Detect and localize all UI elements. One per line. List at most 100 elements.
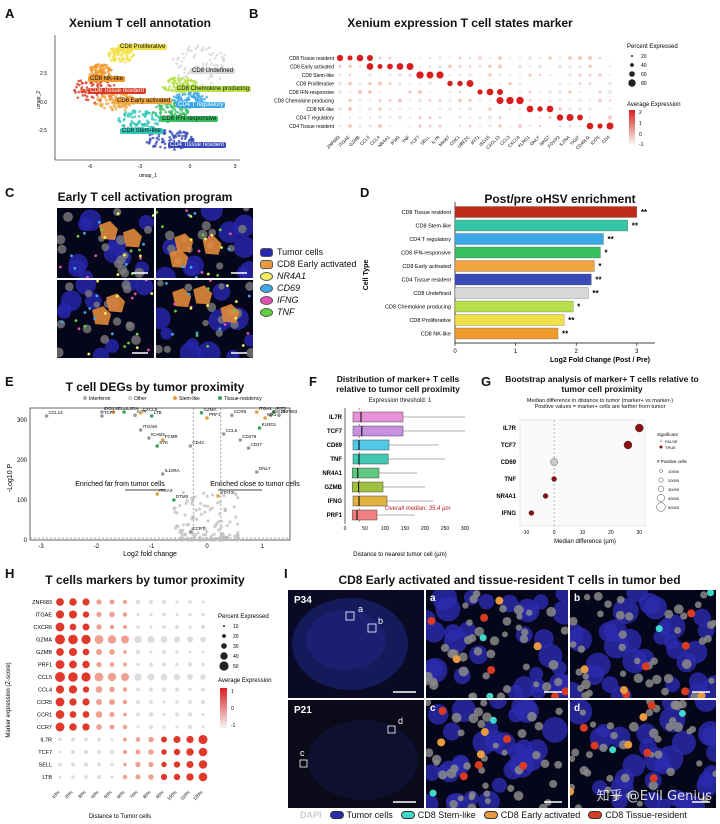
dotplot-h-dot — [162, 650, 166, 654]
volcano-legend-label: Interferon — [89, 396, 111, 402]
umap-cluster-label: CD8 Tissue resident — [88, 88, 147, 94]
dotplot-h-dot — [56, 648, 64, 656]
dotplot-dot — [598, 98, 602, 103]
dotplot-dot — [528, 73, 532, 77]
legend-sig-dot — [659, 445, 663, 449]
dotplot-dot — [448, 64, 452, 69]
bar — [454, 219, 628, 232]
dotplot-dot — [429, 91, 431, 93]
dotplot-dot — [598, 56, 602, 60]
boxplot-xlabel: Distance to nearest tumor cell (µm) — [353, 552, 447, 558]
legend-text: CD69 — [277, 283, 301, 293]
box-xtick: 200 — [421, 526, 430, 532]
dotplot-dot — [339, 99, 341, 102]
dotplot-dot — [479, 74, 481, 76]
bar-significance: * — [604, 248, 608, 257]
dotplot-h-dot — [96, 724, 102, 730]
volcano-gene-point — [155, 492, 160, 496]
dotplot-dot — [368, 116, 372, 119]
umap-xtick: 0 — [189, 164, 192, 170]
volcano-gene-point — [138, 411, 143, 415]
dotplot-h-dot — [83, 749, 89, 755]
volcano-gene-label: PRF1 — [209, 412, 221, 417]
umap-ytick: 0.0 — [40, 100, 47, 106]
bar-category-label: CD8 Tissue resident — [401, 210, 451, 216]
overview-p34: P34 a b — [288, 590, 424, 698]
panel-b-label: B — [249, 6, 259, 21]
dotplot-gene-label: IL7R — [430, 134, 441, 145]
panel-d: D Post/pre oHSV enrichment Cell Type Log… — [360, 180, 720, 368]
dotplot-dot — [338, 65, 342, 68]
dotplot-dot — [518, 73, 522, 77]
volcano-gene-label: SELL — [115, 406, 127, 411]
umap-cluster-label: CD8 NK-like — [88, 76, 126, 82]
panel-c: C Early T cell activation program Tumor … — [0, 180, 360, 368]
dotplot-dot — [388, 99, 392, 102]
dotplot-h-bin-label: 70% — [129, 790, 139, 800]
dotplot-h-dot — [161, 749, 167, 755]
dotplot-dot — [458, 98, 462, 103]
panel-e-label: E — [5, 374, 14, 389]
dotplot-dot — [587, 55, 593, 61]
bar-significance: ** — [641, 208, 648, 217]
dotplot-dot — [378, 99, 382, 102]
dotplot-h-dot — [56, 598, 64, 606]
panel-g-title: Bootstrap analysis of marker+ T cells re… — [505, 374, 699, 394]
dotplot-h-dot — [188, 600, 192, 604]
panel-e: E T cell DEGs by tumor proximity -Log10 … — [0, 368, 305, 560]
dotplot-dot — [478, 124, 482, 128]
dotplot-dot — [398, 98, 402, 103]
dotplot-dot — [599, 116, 601, 119]
dotplot-dot — [538, 56, 542, 60]
dotplot-h-dot — [82, 598, 90, 606]
dotplot-dot — [608, 81, 612, 86]
dotplot-h-dot — [110, 762, 114, 767]
dotplot-h-dot — [200, 624, 206, 630]
legend-text: CD8 Early activated — [277, 259, 357, 269]
inset-c: c — [426, 700, 568, 808]
bootstrap-point — [623, 440, 633, 450]
legend-swatch — [588, 811, 603, 819]
dotplot-dot — [418, 124, 422, 128]
legend-h-pct-title: Percent Expressed — [218, 614, 269, 620]
legend-swatch — [260, 271, 273, 281]
dotplot-dot — [558, 90, 562, 94]
inset-label: a — [430, 593, 436, 604]
dotplot-dot — [409, 125, 411, 127]
dotplot-row-label: CD8 Stem-like — [302, 73, 334, 79]
dotplot-h-dot — [68, 672, 78, 682]
dotplot-h-dot — [107, 635, 117, 644]
volcano-gene-point — [199, 411, 204, 415]
volcano-gene-point — [149, 414, 154, 418]
dotplot-dot — [439, 82, 441, 85]
umap-xlabel: umap_1 — [139, 173, 157, 179]
dotplot-dot — [608, 73, 612, 77]
dotplot-h-dot — [71, 750, 75, 754]
dotplot-dot — [538, 73, 542, 77]
volcano-legend-dot — [173, 396, 177, 400]
dotplot-dot — [416, 71, 424, 79]
dotplot-h-bin-label: 120% — [192, 790, 204, 802]
legend-swatch — [260, 295, 273, 305]
legend-text: IFNG — [277, 295, 299, 305]
dotplot-h-dot — [147, 673, 155, 681]
legend-swatch — [329, 811, 344, 819]
volcano-gene-point — [147, 436, 151, 440]
dotplot-h-dot — [97, 737, 101, 742]
dotplot-dot — [368, 124, 372, 128]
legend-size-label: 60 — [641, 72, 647, 78]
dotplot-dot — [468, 124, 472, 128]
legend-n-label: 10000 — [668, 469, 680, 474]
dotplot-dot — [338, 73, 342, 77]
dotplot-dot — [516, 96, 524, 105]
legend-expr-tick: 0 — [639, 132, 642, 138]
legend-n-dot — [656, 502, 666, 512]
dotplot-h-dot — [81, 634, 91, 645]
dotplot-h-dot — [96, 661, 102, 668]
dotplot-h-dot — [109, 662, 115, 667]
dotplot-dot — [588, 64, 592, 69]
legend-h-size-label: 50 — [233, 664, 239, 670]
volcano-gene-label: IL7R — [137, 409, 147, 414]
bar-significance: ** — [632, 221, 639, 230]
dotplot-b: CD8 Tissue resident CD8 Early activated CD… — [274, 44, 681, 151]
